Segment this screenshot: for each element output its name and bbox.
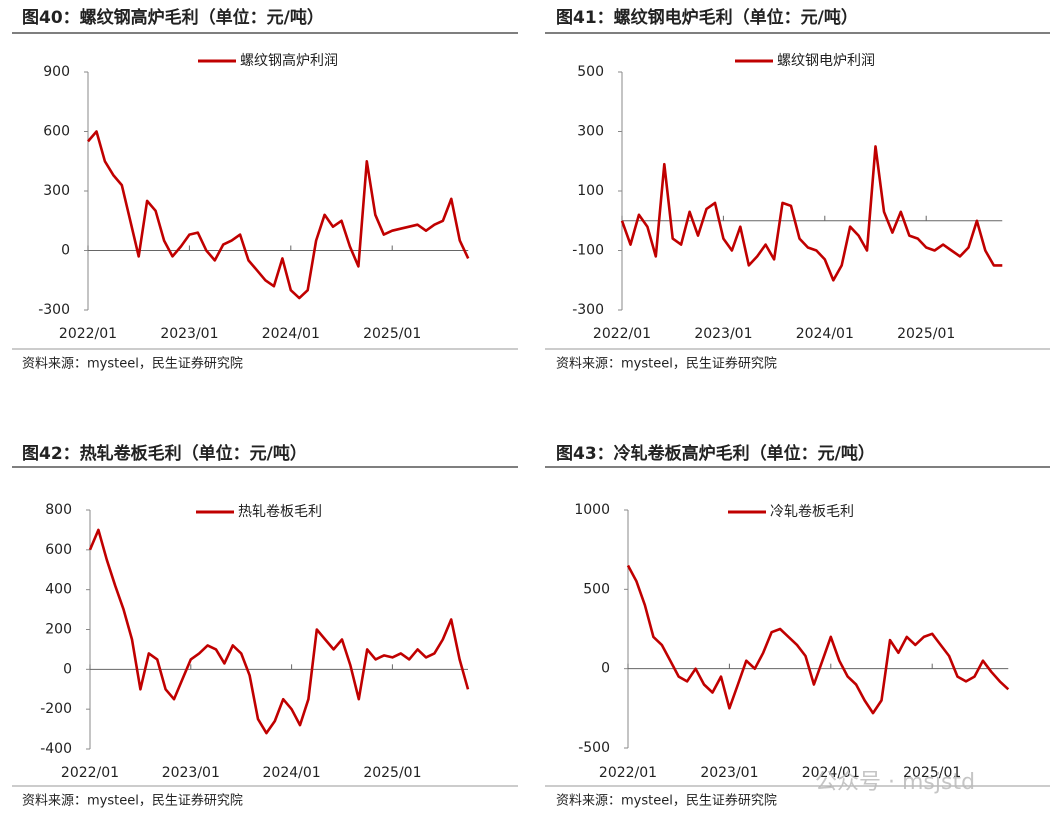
x-tick-label: 2023/01 bbox=[694, 326, 752, 342]
data-line bbox=[88, 528, 470, 735]
source-note: 资料来源：mysteel，民生证券研究院 bbox=[22, 356, 243, 372]
legend-label: 螺纹钢高炉利润 bbox=[240, 52, 338, 69]
y-tick-label: -500 bbox=[578, 740, 610, 756]
y-tick-label: 1000 bbox=[574, 502, 610, 518]
y-tick-label: 600 bbox=[43, 124, 70, 140]
chart-title: 图42：热轧卷板毛利（单位：元/吨） bbox=[22, 443, 307, 464]
chart-title: 图43：冷轧卷板高炉毛利（单位：元/吨） bbox=[556, 443, 875, 464]
source-note: 资料来源：mysteel，民生证券研究院 bbox=[556, 793, 777, 809]
y-tick-label: 900 bbox=[43, 64, 70, 80]
x-tick-label: 2025/01 bbox=[363, 765, 421, 781]
y-tick-label: 0 bbox=[61, 243, 70, 259]
x-tick-label: 2024/01 bbox=[796, 326, 854, 342]
y-tick-label: 500 bbox=[583, 581, 610, 597]
x-tick-label: 2023/01 bbox=[700, 765, 758, 781]
y-tick-label: 800 bbox=[45, 502, 72, 518]
y-tick-label: 0 bbox=[601, 661, 610, 677]
legend-label: 冷轧卷板毛利 bbox=[770, 504, 854, 520]
data-line bbox=[626, 564, 1010, 715]
y-tick-label: -300 bbox=[38, 302, 70, 318]
x-tick-label: 2024/01 bbox=[262, 326, 320, 342]
x-tick-label: 2024/01 bbox=[263, 765, 321, 781]
x-tick-label: 2025/01 bbox=[363, 326, 421, 342]
watermark: 公众号 · msjstd bbox=[815, 770, 975, 795]
y-tick-label: 400 bbox=[45, 582, 72, 598]
y-tick-label: 0 bbox=[63, 661, 72, 677]
source-note: 资料来源：mysteel，民生证券研究院 bbox=[556, 356, 777, 372]
chart-title: 图41：螺纹钢电炉毛利（单位：元/吨） bbox=[556, 7, 858, 28]
y-tick-label: 300 bbox=[577, 124, 604, 140]
x-tick-label: 2022/01 bbox=[599, 765, 657, 781]
source-note: 资料来源：mysteel，民生证券研究院 bbox=[22, 793, 243, 809]
x-tick-label: 2025/01 bbox=[897, 326, 955, 342]
y-tick-label: -100 bbox=[572, 243, 604, 259]
x-tick-label: 2022/01 bbox=[61, 765, 119, 781]
x-tick-label: 2022/01 bbox=[59, 326, 117, 342]
y-tick-label: 200 bbox=[45, 622, 72, 638]
legend-label: 热轧卷板毛利 bbox=[238, 504, 322, 520]
y-tick-label: -200 bbox=[40, 701, 72, 717]
x-tick-label: 2022/01 bbox=[593, 326, 651, 342]
x-tick-label: 2024/01 bbox=[802, 765, 860, 781]
y-tick-label: 100 bbox=[577, 183, 604, 199]
chart-title: 图40：螺纹钢高炉毛利（单位：元/吨） bbox=[22, 7, 324, 28]
y-tick-label: 500 bbox=[577, 64, 604, 80]
y-tick-label: -300 bbox=[572, 302, 604, 318]
y-tick-label: -400 bbox=[40, 741, 72, 757]
x-tick-label: 2023/01 bbox=[160, 326, 218, 342]
legend-label: 螺纹钢电炉利润 bbox=[777, 53, 875, 69]
x-tick-label: 2025/01 bbox=[903, 765, 961, 781]
y-tick-label: 600 bbox=[45, 542, 72, 558]
x-tick-label: 2023/01 bbox=[162, 765, 220, 781]
data-line bbox=[87, 130, 470, 300]
data-line bbox=[620, 145, 1003, 282]
y-tick-label: 300 bbox=[43, 183, 70, 199]
